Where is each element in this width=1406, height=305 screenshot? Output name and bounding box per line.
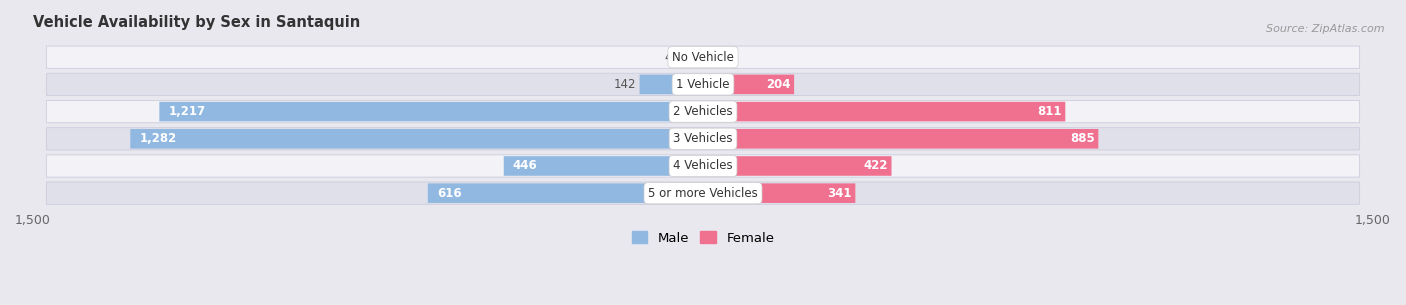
Text: 2 Vehicles: 2 Vehicles xyxy=(673,105,733,118)
Text: 142: 142 xyxy=(613,78,636,91)
FancyBboxPatch shape xyxy=(703,47,704,67)
Text: Source: ZipAtlas.com: Source: ZipAtlas.com xyxy=(1267,24,1385,34)
FancyBboxPatch shape xyxy=(427,183,703,203)
FancyBboxPatch shape xyxy=(46,127,1360,150)
Text: 422: 422 xyxy=(863,160,889,173)
FancyBboxPatch shape xyxy=(703,129,1098,149)
FancyBboxPatch shape xyxy=(703,156,891,176)
FancyBboxPatch shape xyxy=(46,100,1360,123)
FancyBboxPatch shape xyxy=(131,129,703,149)
Text: 45: 45 xyxy=(665,51,679,64)
FancyBboxPatch shape xyxy=(46,182,1360,204)
FancyBboxPatch shape xyxy=(703,102,1066,121)
FancyBboxPatch shape xyxy=(503,156,703,176)
Text: No Vehicle: No Vehicle xyxy=(672,51,734,64)
FancyBboxPatch shape xyxy=(46,73,1360,95)
Text: 446: 446 xyxy=(513,160,537,173)
Text: 1,282: 1,282 xyxy=(139,132,177,145)
Text: 341: 341 xyxy=(827,187,852,200)
Text: 204: 204 xyxy=(766,78,790,91)
FancyBboxPatch shape xyxy=(46,155,1360,177)
FancyBboxPatch shape xyxy=(159,102,703,121)
Legend: Male, Female: Male, Female xyxy=(626,226,780,250)
Text: 4 Vehicles: 4 Vehicles xyxy=(673,160,733,173)
Text: 885: 885 xyxy=(1070,132,1095,145)
Text: 3 Vehicles: 3 Vehicles xyxy=(673,132,733,145)
FancyBboxPatch shape xyxy=(46,46,1360,68)
FancyBboxPatch shape xyxy=(703,75,794,94)
FancyBboxPatch shape xyxy=(640,75,703,94)
Text: 811: 811 xyxy=(1038,105,1062,118)
Text: 4: 4 xyxy=(709,51,716,64)
Text: 1,217: 1,217 xyxy=(169,105,205,118)
Text: 1 Vehicle: 1 Vehicle xyxy=(676,78,730,91)
Text: 616: 616 xyxy=(437,187,461,200)
Text: Vehicle Availability by Sex in Santaquin: Vehicle Availability by Sex in Santaquin xyxy=(32,15,360,30)
Text: 5 or more Vehicles: 5 or more Vehicles xyxy=(648,187,758,200)
FancyBboxPatch shape xyxy=(703,183,855,203)
FancyBboxPatch shape xyxy=(683,47,703,67)
